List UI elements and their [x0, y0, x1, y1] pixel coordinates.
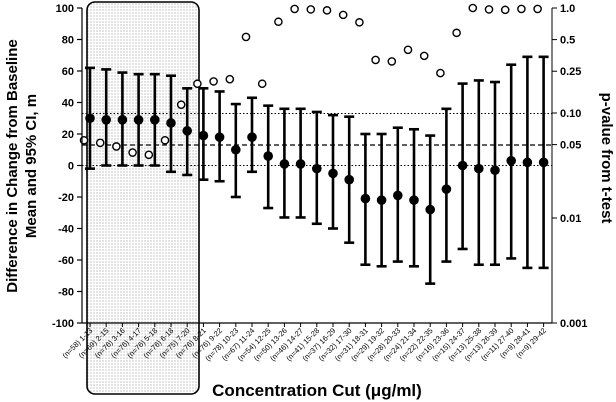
y2-ticks: 1.0 0.5 0.25 0.10 0.05 0.01 0.001: [552, 3, 588, 330]
p-value-point: [517, 4, 526, 14]
p-value-point: [225, 74, 235, 84]
p-value-point: [144, 150, 154, 160]
y-tick-label: -80: [58, 287, 74, 299]
p-value-point: [419, 51, 429, 61]
p-value-point: [274, 17, 283, 27]
mean-point: [198, 130, 209, 141]
y-axis-title-line2: Mean and 95% CI, m: [23, 94, 40, 238]
p-value-point: [306, 5, 316, 14]
p-value-point: [112, 142, 121, 151]
mean-point: [376, 195, 387, 205]
p-value-markers: [79, 3, 542, 160]
y-axis-title-line1: Difference in Change from Baseline: [4, 39, 21, 292]
mean-point: [85, 113, 95, 124]
mean-point: [166, 118, 176, 128]
y-tick-label: 100: [56, 3, 74, 15]
mean-point: [133, 115, 144, 125]
p-value-point: [371, 55, 380, 65]
mean-point: [393, 190, 403, 201]
y-ticks: 100 80 60 40 20 0 -20 -40 -60 -80 -100: [52, 3, 82, 330]
y2-axis-title: p-value from t-test: [598, 93, 615, 224]
mean-point: [214, 132, 225, 142]
p-value-point: [500, 5, 510, 15]
mean-point: [231, 144, 241, 155]
y2-tick-label: 0.05: [560, 140, 581, 152]
y-tick-label: -100: [52, 318, 74, 330]
mean-point: [101, 115, 111, 125]
mean-point: [295, 159, 306, 169]
mean-point: [150, 115, 160, 125]
p-value-point: [128, 148, 137, 157]
p-value-point: [193, 79, 202, 89]
mean-point: [312, 163, 322, 174]
p-value-point: [241, 32, 251, 42]
mean-point: [506, 155, 516, 166]
y-tick-label: 60: [62, 66, 74, 78]
p-value-point: [95, 138, 105, 148]
p-value-point: [290, 4, 299, 14]
mean-point: [182, 126, 192, 136]
mean-point: [441, 184, 452, 194]
mean-point: [457, 160, 468, 171]
mean-point: [425, 204, 436, 215]
y2-tick-label: 0.25: [560, 66, 581, 78]
mean-point: [409, 195, 419, 205]
y2-tick-label: 0.10: [560, 108, 581, 120]
p-value-point: [209, 77, 218, 86]
mean-point: [328, 168, 338, 179]
p-value-point: [533, 4, 542, 14]
p-value-point: [484, 5, 494, 14]
y2-tick-label: 1.0: [560, 3, 575, 15]
p-value-point: [452, 28, 461, 38]
mean-point: [360, 193, 371, 204]
p-value-point: [338, 10, 348, 20]
p-value-point: [355, 18, 364, 27]
y-tick-label: 40: [62, 98, 74, 110]
error-bars: [85, 55, 549, 285]
x-axis-title: Concentration Cut (μg/ml): [212, 381, 422, 400]
mean-point: [474, 163, 484, 174]
y2-tick-label: 0.001: [560, 318, 588, 330]
mean-point: [344, 174, 355, 185]
y-tick-label: -60: [58, 255, 74, 267]
y-tick-label: -20: [58, 192, 74, 204]
y2-tick-label: 0.01: [560, 213, 581, 225]
mean-point: [490, 165, 500, 176]
p-value-point: [403, 45, 413, 55]
mean-point: [522, 157, 533, 168]
mean-point: [279, 159, 290, 169]
y-tick-label: 80: [62, 35, 74, 47]
y-tick-label: -40: [58, 224, 74, 236]
p-value-point: [387, 57, 397, 66]
mean-point: [117, 115, 128, 125]
y-tick-label: 0: [68, 161, 74, 173]
p-value-point: [322, 6, 332, 15]
p-value-point: [160, 135, 170, 145]
p-value-point: [176, 100, 186, 109]
mean-point: [247, 132, 257, 142]
p-value-point: [257, 79, 267, 89]
p-value-point: [436, 68, 445, 78]
mean-point: [538, 157, 549, 168]
y2-tick-label: 0.5: [560, 35, 575, 47]
p-value-point: [468, 3, 478, 13]
y-tick-label: 20: [62, 129, 74, 141]
mean-point: [263, 151, 274, 161]
